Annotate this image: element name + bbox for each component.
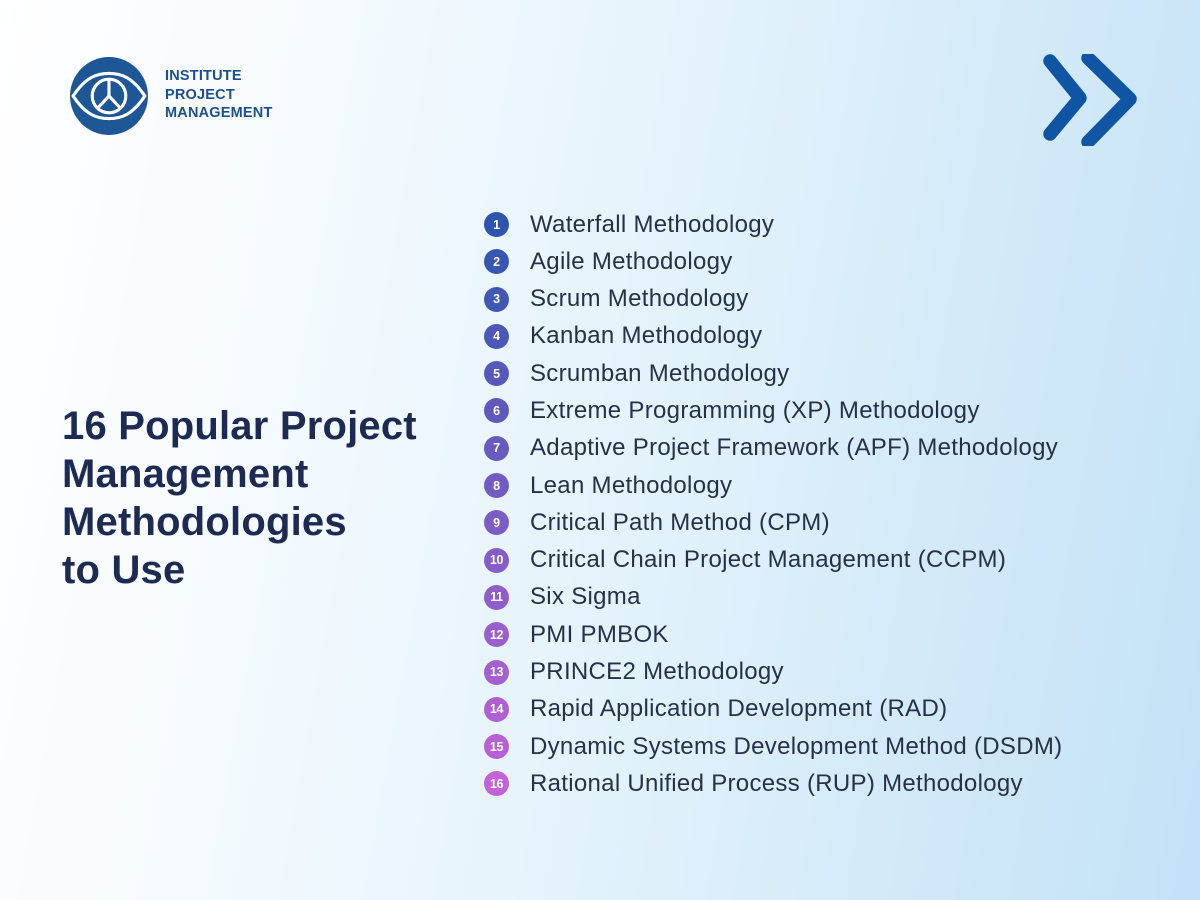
list-item: 15 Dynamic Systems Development Method (D…	[484, 732, 1063, 760]
list-item: 3 Scrum Methodology	[484, 285, 1062, 313]
list-item: 8 Lean Methodology	[484, 471, 1062, 499]
item-label: Lean Methodology	[530, 471, 733, 499]
item-number-badge: 10	[484, 547, 509, 573]
item-number-badge: 15	[484, 734, 509, 760]
brand-name-line: MANAGEMENT	[165, 105, 273, 121]
item-number-badge: 11	[484, 584, 509, 610]
item-label: Rapid Application Development (RAD)	[530, 695, 948, 723]
item-label: PMI PMBOK	[530, 620, 669, 648]
brand-name-line: PROJECT	[165, 86, 235, 103]
double-chevron-right-icon	[1043, 54, 1137, 146]
list-item: 11 Six Sigma	[484, 583, 1062, 611]
item-label: Kanban Methodology	[530, 322, 763, 350]
page-title-line: to Use	[62, 548, 186, 592]
item-label: Waterfall Methodology	[530, 210, 775, 238]
item-number-badge: 16	[484, 771, 509, 797]
methodology-list: 1 Waterfall Methodology 2 Agile Methodol…	[484, 210, 1063, 797]
brand-logo: INSTITUTE PROJECT MANAGEMENT	[70, 57, 273, 135]
item-number-badge: 2	[484, 249, 509, 275]
eye-y-logo-icon	[70, 57, 148, 135]
item-number-badge: 3	[484, 286, 509, 312]
item-number-badge: 14	[484, 696, 509, 722]
list-item: 14 Rapid Application Development (RAD)	[484, 695, 1062, 723]
page-title-line: 16 Popular Project	[62, 404, 417, 448]
item-label: Dynamic Systems Development Method (DSDM…	[530, 732, 1063, 760]
list-item: 1 Waterfall Methodology	[484, 210, 1062, 238]
item-number-badge: 13	[484, 659, 509, 685]
item-number-badge: 8	[484, 473, 509, 499]
page-title-line: Management	[62, 452, 309, 496]
list-item: 13 PRINCE2 Methodology	[484, 658, 1062, 686]
list-item: 2 Agile Methodology	[484, 247, 1062, 275]
list-item: 6 Extreme Programming (XP) Methodology	[484, 396, 1062, 424]
item-label: Scrum Methodology	[530, 285, 749, 313]
item-label: Rational Unified Process (RUP) Methodolo…	[530, 769, 1023, 797]
item-number-badge: 9	[484, 510, 509, 536]
item-number-badge: 1	[484, 212, 509, 237]
item-label: Agile Methodology	[530, 247, 733, 275]
item-number-badge: 5	[484, 361, 509, 387]
list-item: 4 Kanban Methodology	[484, 322, 1062, 350]
item-label: Critical Chain Project Management (CCPM)	[530, 546, 1007, 574]
item-number-badge: 6	[484, 398, 509, 424]
item-label: Adaptive Project Framework (APF) Methodo…	[530, 434, 1059, 462]
list-item: 7 Adaptive Project Framework (APF) Metho…	[484, 434, 1062, 462]
item-label: Six Sigma	[530, 583, 641, 611]
list-item: 9 Critical Path Method (CPM)	[484, 508, 1062, 536]
list-item: 16 Rational Unified Process (RUP) Method…	[484, 769, 1062, 797]
brand-name-line: INSTITUTE	[165, 68, 242, 84]
item-label: Extreme Programming (XP) Methodology	[530, 396, 980, 424]
list-item: 12 PMI PMBOK	[484, 620, 1062, 648]
page-title-line: Methodologies	[62, 500, 347, 544]
item-number-badge: 4	[484, 323, 509, 349]
list-item: 10 Critical Chain Project Management (CC…	[484, 546, 1062, 574]
list-item: 5 Scrumban Methodology	[484, 359, 1062, 387]
item-label: Scrumban Methodology	[530, 359, 790, 387]
page-title: 16 Popular Project Management Methodolog…	[62, 402, 472, 594]
item-number-badge: 7	[484, 435, 509, 461]
brand-name: INSTITUTE PROJECT MANAGEMENT	[165, 67, 273, 123]
item-label: PRINCE2 Methodology	[530, 658, 784, 686]
item-number-badge: 12	[484, 622, 509, 648]
item-label: Critical Path Method (CPM)	[530, 508, 830, 536]
